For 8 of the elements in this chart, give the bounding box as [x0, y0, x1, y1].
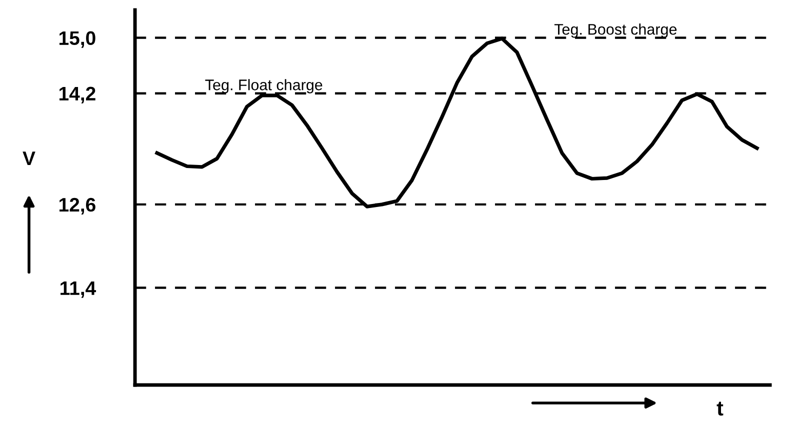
ref-line-label: Teg. Float charge	[205, 79, 322, 94]
y-tick-label: 11,4	[60, 281, 96, 298]
y-tick-label: 15,0	[59, 31, 96, 48]
ref-line-label: Teg. Boost charge	[554, 24, 677, 38]
x-axis-title: t	[716, 402, 724, 416]
y-tick-label: 14,2	[59, 86, 96, 104]
y-axis-title: V	[22, 152, 36, 166]
y-tick-label: 12,6	[59, 198, 96, 214]
